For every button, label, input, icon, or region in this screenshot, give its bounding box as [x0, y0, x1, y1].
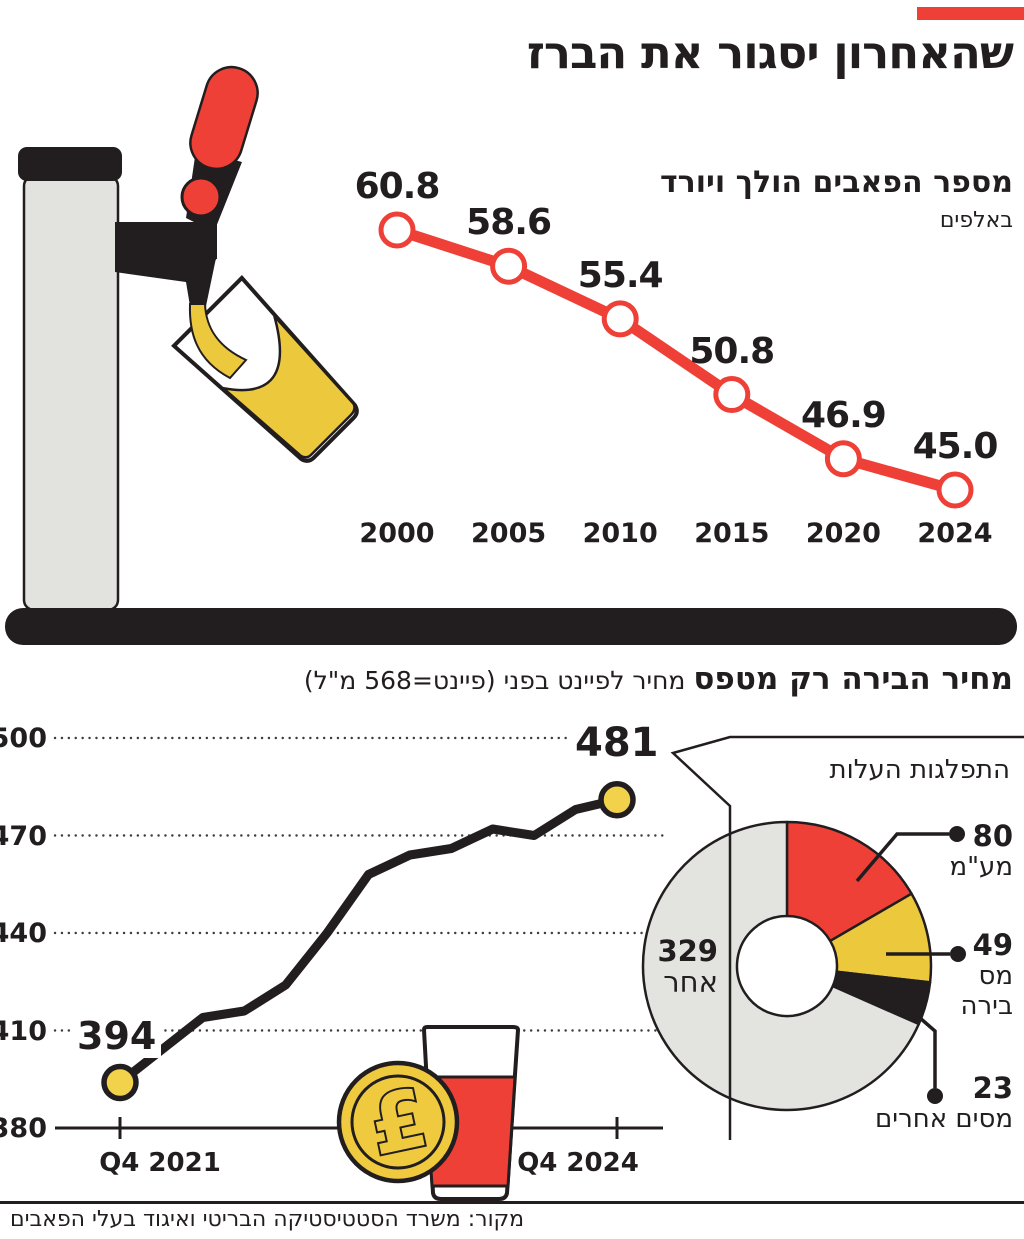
price-line: [115, 795, 622, 1087]
tap-spout: [182, 258, 216, 306]
pubs-marker: [936, 471, 974, 509]
price-ytick-label: 440: [0, 918, 47, 949]
price-marker: [598, 781, 636, 819]
donut-center-text: אחר: [663, 965, 718, 999]
pubs-marker: [824, 440, 862, 478]
price-marker: [101, 1063, 139, 1102]
legend-dot: [927, 1088, 943, 1104]
accent-bar: [917, 7, 1024, 20]
pubs-marker: [490, 247, 528, 285]
tap-tower: [22, 174, 120, 612]
pubs-marker: [601, 300, 639, 338]
pubs-value-label: 50.8: [689, 330, 775, 372]
pubs-year-label: 2024: [917, 518, 993, 549]
page-title: שהאחרון יסגור את הברז: [526, 26, 1014, 79]
pubs-year-label: 2015: [694, 518, 770, 549]
legend-connector: [918, 1016, 937, 1088]
pubs-value-label: 45.0: [912, 426, 999, 467]
legend-label: מס: [978, 961, 1013, 991]
price-chart-title: מחיר הבירה רק מטפס מחיר לפיינט בפני (פיי…: [304, 661, 1013, 697]
pubs-marker: [378, 211, 416, 249]
donut-center-value: 329: [657, 934, 718, 968]
donut-slice-329: [641, 820, 921, 1112]
pubs-value-label: 46.9: [800, 394, 887, 436]
legend-item: 23 מסים אחרים: [875, 1072, 1013, 1134]
pubs-chart-unit-label: באלפים: [939, 208, 1013, 233]
pubs-year-label: 2010: [582, 518, 658, 549]
legend-dot: [950, 946, 966, 962]
cost-breakdown-callout-box: [670, 735, 1024, 1140]
pubs-chart-subtitle: מספר הפאבים הולך ויורד: [660, 165, 1013, 200]
pubs-marker: [713, 376, 751, 414]
price-end-value-label: 481: [570, 720, 664, 766]
pint-and-coin-illustration: £: [336, 1025, 521, 1201]
legend-connector: [855, 832, 949, 883]
price-start-value-label: 394: [72, 1014, 162, 1058]
price-chart-title-rest: מחיר לפיינט בפני (פיינט=568 מ"ל): [303, 666, 686, 695]
pound-coin: £: [336, 1060, 460, 1184]
tilted-beer-glass: [171, 275, 359, 463]
price-ytick-label: 470: [0, 820, 47, 852]
pubs-value-label: 60.8: [354, 166, 441, 207]
tap-handle: [189, 65, 259, 171]
legend-value: 80: [972, 819, 1013, 853]
price-chart-title-bold: מחיר הבירה רק מטפס: [693, 661, 1013, 697]
legend-item: 80 מע"מ: [949, 820, 1013, 882]
legend-dot: [949, 826, 965, 842]
beer-stream: [188, 303, 248, 380]
pubs-value-label: 55.4: [577, 254, 664, 296]
donut-center-label: 329 אחר: [657, 936, 718, 998]
legend-value: 49: [972, 928, 1013, 962]
footer-separator: [0, 1201, 1024, 1204]
price-ytick-label: 500: [0, 723, 47, 754]
legend-value: 23: [972, 1071, 1013, 1105]
tap-tower-cap: [18, 147, 122, 181]
source-credit: מקור: משרד הסטטיסטיקה הבריטי ואיגוד בעלי…: [10, 1207, 525, 1232]
legend-label: בירה: [960, 991, 1013, 1021]
counter-bar: [5, 608, 1017, 645]
pubs-year-label: 2000: [359, 518, 435, 549]
pubs-year-label: 2020: [805, 518, 881, 549]
legend-item: 49 מס בירה: [960, 929, 1013, 1021]
tap-arm: [115, 222, 217, 259]
price-xtick-label: Q4 2024: [517, 1148, 639, 1178]
price-ytick-label: 410: [0, 1015, 47, 1047]
pubs-value-label: 58.6: [466, 202, 552, 244]
legend-label: מע"מ: [949, 852, 1013, 882]
price-ytick-label: 380: [0, 1113, 47, 1144]
price-xtick-label: Q4 2021: [99, 1148, 221, 1178]
pubs-year-label: 2005: [471, 518, 547, 549]
cost-breakdown-title: התפלגות העלות: [829, 755, 1010, 785]
beer-tap-illustration: [18, 65, 359, 612]
beer-in-glass: [219, 315, 356, 459]
pubs-line: [391, 224, 961, 496]
legend-label: מסים אחרים: [875, 1104, 1013, 1134]
tap-handle-pivot: [180, 176, 222, 218]
